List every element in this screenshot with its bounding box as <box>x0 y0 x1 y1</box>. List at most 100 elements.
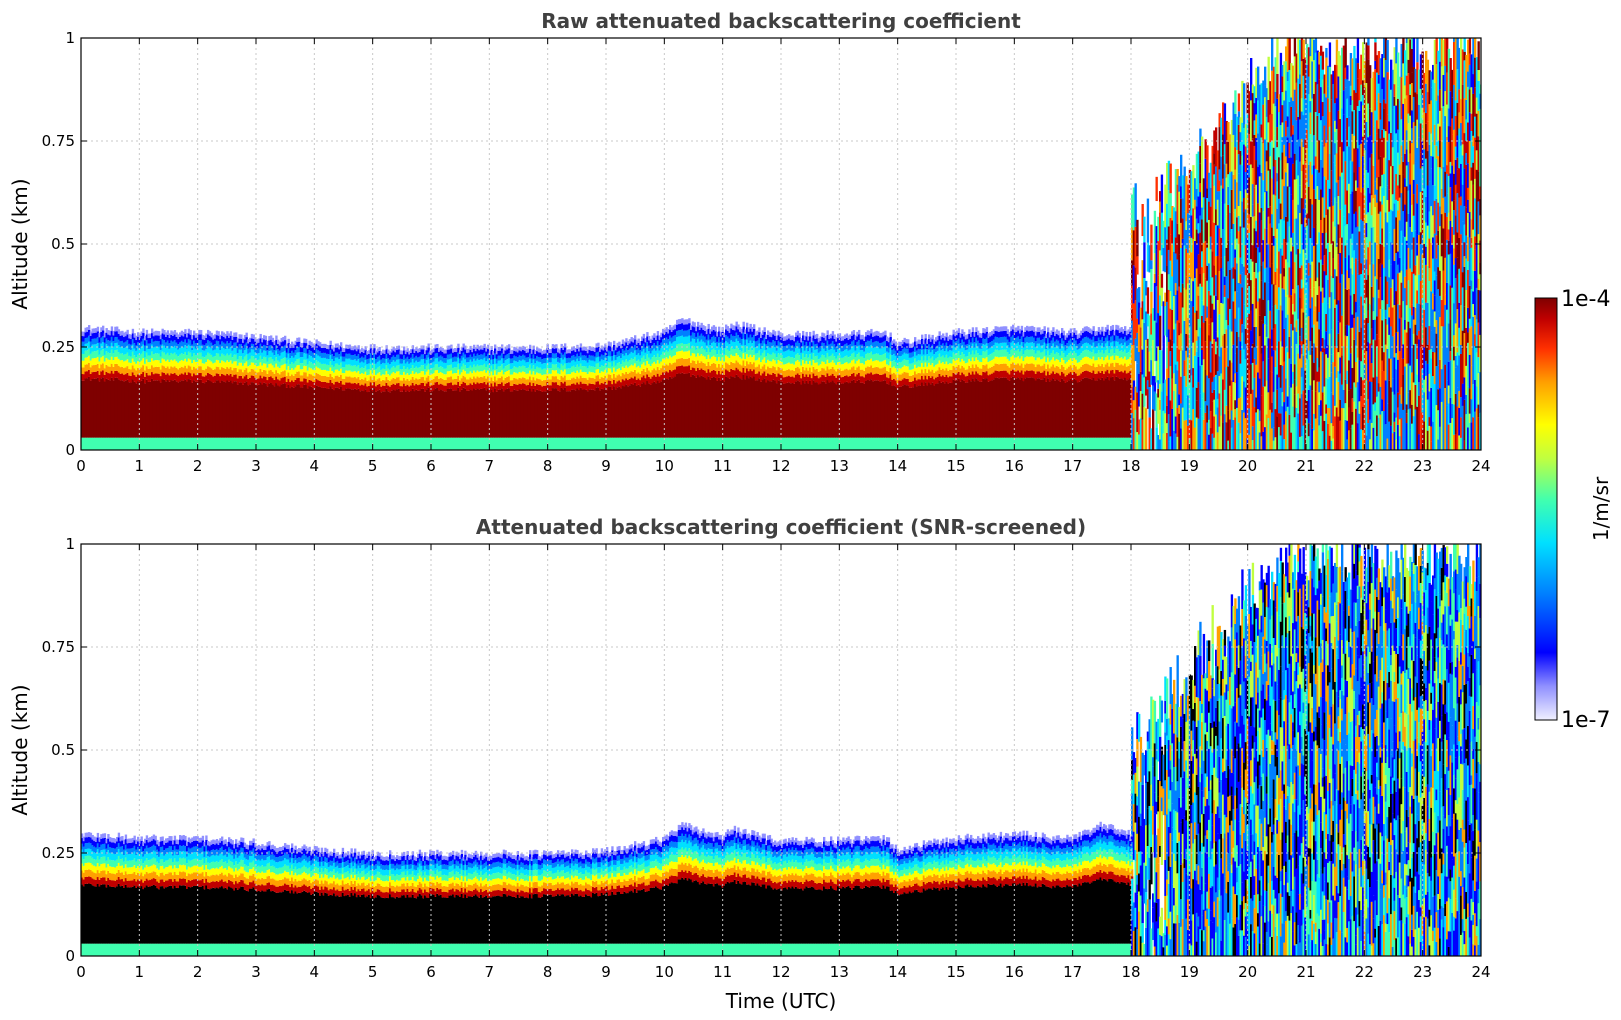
raw-bl-cell <box>210 374 213 382</box>
raw-bl-cell <box>103 342 107 349</box>
raw-bl-cell <box>915 380 919 387</box>
raw-bl-cell <box>868 360 871 367</box>
raw-bl-cell <box>298 352 301 359</box>
raw-bl-cell <box>434 364 437 371</box>
raw-bl-cell <box>690 329 693 336</box>
raw-bl-cell <box>159 376 163 383</box>
raw-bl-cell <box>438 373 441 379</box>
raw-bl-cell <box>705 339 709 346</box>
raw-bl-cell <box>221 346 224 354</box>
raw-bl-cell <box>508 344 511 349</box>
raw-bl-cell <box>152 341 156 348</box>
raw-bl-cell <box>170 437 173 450</box>
raw-bl-cell <box>203 370 206 377</box>
raw-bl-cell <box>469 383 472 390</box>
raw-bl-cell <box>182 437 185 450</box>
raw-bl-cell <box>900 374 903 381</box>
raw-bl-cell <box>945 437 948 450</box>
raw-bl-cell <box>263 335 266 340</box>
raw-bl-cell <box>485 384 488 391</box>
raw-bl-cell <box>807 340 810 346</box>
raw-bl-cell <box>420 371 423 378</box>
raw-bl-cell <box>305 366 308 373</box>
raw-bl-cell <box>585 378 588 384</box>
raw-bl-cell <box>98 354 101 362</box>
raw-bl-cell <box>625 338 628 343</box>
raw-bl-cell <box>266 361 269 368</box>
raw-bl-cell <box>214 338 217 345</box>
raw-bl-cell <box>609 356 612 363</box>
raw-bl-cell <box>485 347 488 352</box>
raw-bl-cell <box>389 351 392 355</box>
raw-bl-cell <box>683 373 686 438</box>
raw-bl-cell <box>452 390 455 438</box>
raw-bl-cell <box>397 349 401 355</box>
raw-bl-cell <box>651 437 654 450</box>
raw-bl-cell <box>361 390 364 438</box>
raw-bl-cell <box>490 437 493 450</box>
raw-bl-cell <box>793 383 796 438</box>
raw-bl-cell <box>264 335 268 341</box>
raw-bl-cell <box>866 380 870 438</box>
raw-bl-cell <box>439 366 443 372</box>
raw-bl-cell <box>754 373 758 381</box>
raw-bl-cell <box>600 377 604 384</box>
raw-bl-cell <box>434 370 437 377</box>
raw-bl-cell <box>480 377 483 383</box>
raw-bl-cell <box>760 337 763 344</box>
raw-bl-cell <box>578 390 581 438</box>
raw-bl-cell <box>492 350 495 355</box>
raw-bl-cell <box>362 373 366 380</box>
raw-bl-cell <box>488 381 492 387</box>
raw-bl-cell <box>532 359 535 366</box>
raw-bl-cell <box>830 343 833 350</box>
raw-bl-cell <box>551 344 555 349</box>
raw-bl-cell <box>901 349 905 355</box>
raw-bl-cell <box>688 335 691 344</box>
raw-bl-cell <box>116 326 119 332</box>
raw-bl-cell <box>299 381 303 388</box>
raw-bl-cell <box>609 386 612 438</box>
raw-bl-cell <box>737 341 740 349</box>
raw-bl-cell <box>719 380 723 438</box>
raw-bl-cell <box>625 365 628 372</box>
raw-bl-cell <box>452 385 455 391</box>
raw-bl-cell <box>413 385 416 392</box>
raw-bl-cell <box>403 360 406 367</box>
raw-bl-cell <box>910 343 913 348</box>
raw-bl-cell <box>677 358 681 367</box>
raw-bl-cell <box>611 437 614 450</box>
raw-bl-cell <box>529 364 532 371</box>
raw-bl-cell <box>914 352 917 359</box>
raw-bl-cell <box>324 381 327 388</box>
raw-bl-cell <box>175 361 178 368</box>
raw-bl-cell <box>642 368 646 376</box>
raw-bl-cell <box>147 349 150 356</box>
raw-bl-cell <box>404 386 408 392</box>
raw-bl-cell <box>107 345 110 353</box>
raw-bl-cell <box>194 333 198 338</box>
raw-bl-cell <box>817 371 821 379</box>
raw-bl-cell <box>532 437 535 450</box>
raw-bl-cell <box>901 366 905 374</box>
raw-bl-cell <box>380 359 383 365</box>
raw-bl-cell <box>168 343 171 349</box>
raw-bl-cell <box>737 324 740 330</box>
raw-bl-cell <box>320 363 324 370</box>
raw-bl-cell <box>537 361 541 368</box>
raw-bl-cell <box>520 384 523 390</box>
raw-bl-cell <box>852 340 856 346</box>
raw-bl-cell <box>795 437 798 450</box>
raw-bl-cell <box>900 351 903 357</box>
raw-bl-cell <box>485 378 488 385</box>
raw-bl-cell <box>949 339 952 345</box>
raw-bl-cell <box>212 363 215 370</box>
raw-bl-cell <box>137 342 140 348</box>
raw-bl-cell <box>312 363 315 370</box>
raw-bl-cell <box>942 368 945 376</box>
raw-bl-cell <box>165 332 168 337</box>
raw-bl-cell <box>357 365 360 371</box>
raw-bl-cell <box>207 329 210 335</box>
raw-bl-cell <box>270 339 273 346</box>
raw-bl-cell <box>425 346 429 351</box>
